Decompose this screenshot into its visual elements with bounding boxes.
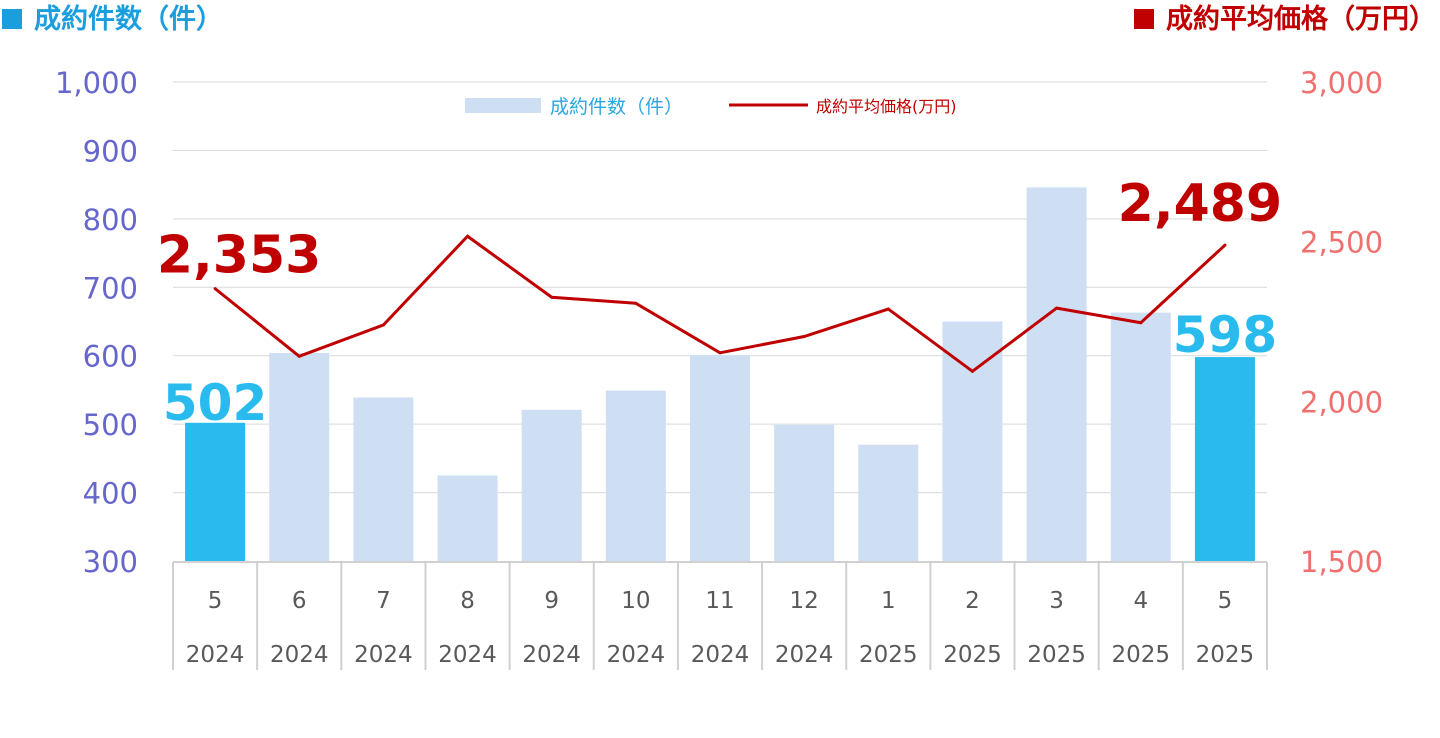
x-year-label: 2024: [607, 642, 666, 668]
price-point: [802, 335, 806, 339]
x-tick-label: 3: [1049, 588, 1064, 614]
x-tick-label: 11: [705, 588, 734, 614]
data-label: 598: [1173, 306, 1277, 364]
x-year-label: 2024: [775, 642, 834, 668]
x-year-label: 2024: [186, 642, 245, 668]
x-year-label: 2025: [1027, 642, 1086, 668]
data-label: 502: [163, 374, 267, 432]
left-axis-header-label: 成約件数（件）: [34, 4, 223, 35]
bar: [437, 475, 498, 561]
legend-bar-label: 成約件数（件）: [550, 96, 683, 118]
x-tick-label: 5: [1218, 588, 1233, 614]
price-point: [466, 234, 470, 238]
price-point: [886, 307, 890, 311]
data-label: 2,489: [1118, 174, 1282, 234]
right-axis-header-label: 成約平均価格（万円）: [1166, 4, 1436, 35]
bar: [1194, 357, 1255, 561]
left-tick-label: 1,000: [55, 66, 138, 100]
x-tick-label: 5: [208, 588, 223, 614]
bar: [942, 321, 1003, 561]
left-axis-header: 成約件数（件）: [2, 2, 223, 38]
legend-bar-swatch: [465, 98, 541, 113]
x-year-label: 2025: [1111, 642, 1170, 668]
left-tick-label: 900: [83, 134, 138, 168]
price-point: [297, 354, 301, 358]
price-point: [1223, 243, 1227, 247]
x-year-label: 2024: [354, 642, 413, 668]
right-axis-header: 成約平均価格（万円）: [1134, 2, 1436, 38]
price-point: [550, 295, 554, 299]
bar: [690, 355, 750, 561]
bar: [353, 397, 414, 561]
bar: [185, 422, 246, 561]
left-tick-label: 800: [83, 203, 138, 237]
price-point: [634, 301, 638, 305]
x-tick-label: 7: [376, 588, 391, 614]
right-tick-label: 2,500: [1300, 226, 1383, 260]
x-tick-label: 12: [790, 588, 819, 614]
price-point: [381, 323, 385, 327]
right-tick-label: 2,000: [1300, 385, 1383, 419]
x-tick-label: 10: [621, 588, 650, 614]
x-tick-label: 8: [460, 588, 475, 614]
price-point: [970, 369, 974, 373]
x-tick-label: 2: [965, 588, 980, 614]
left-tick-label: 500: [83, 408, 138, 442]
left-tick-label: 600: [83, 340, 138, 374]
x-tick-label: 1: [881, 588, 896, 614]
x-year-label: 2025: [943, 642, 1002, 668]
left-tick-label: 400: [83, 477, 138, 511]
x-year-label: 2024: [691, 642, 750, 668]
left-tick-label: 300: [83, 545, 138, 579]
bar: [1026, 187, 1087, 561]
legend-line-label: 成約平均価格(万円): [816, 97, 957, 116]
right-tick-label: 1,500: [1300, 545, 1383, 579]
x-year-label: 2025: [1196, 642, 1255, 668]
bar: [858, 444, 919, 561]
x-tick-label: 6: [292, 588, 307, 614]
price-point: [718, 351, 722, 355]
price-point: [1055, 306, 1059, 310]
x-tick-label: 4: [1133, 588, 1148, 614]
x-year-label: 2024: [522, 642, 581, 668]
bar: [774, 424, 835, 561]
bar-series-marker: [2, 9, 22, 29]
price-point: [1139, 321, 1143, 325]
price-point: [213, 287, 217, 291]
bar: [269, 352, 330, 561]
left-tick-label: 700: [83, 271, 138, 305]
line-series-marker: [1134, 9, 1154, 29]
bar: [1110, 312, 1171, 561]
x-tick-label: 9: [544, 588, 559, 614]
x-year-label: 2024: [438, 642, 497, 668]
right-tick-label: 3,000: [1300, 66, 1383, 100]
bar: [605, 390, 666, 561]
x-year-label: 2024: [270, 642, 329, 668]
bar: [521, 409, 582, 561]
x-year-label: 2025: [859, 642, 918, 668]
data-label: 2,353: [157, 226, 321, 286]
